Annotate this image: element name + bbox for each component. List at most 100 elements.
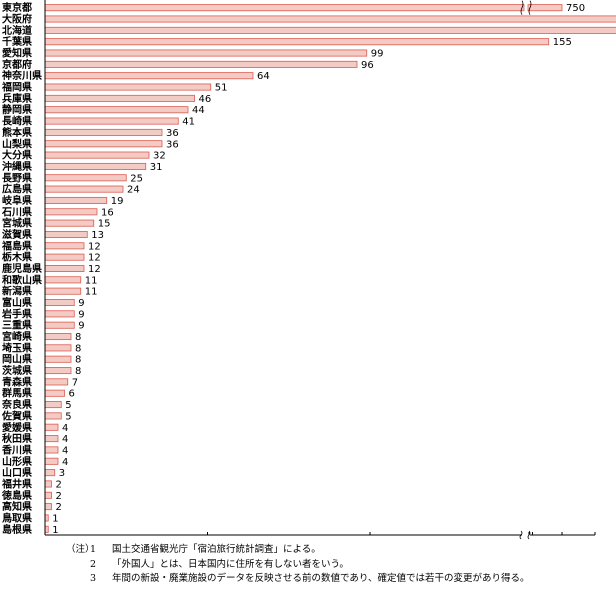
bar (44, 378, 69, 386)
category-label: 長崎県 (2, 115, 32, 128)
value-label: 2 (56, 491, 62, 502)
bar (44, 242, 85, 250)
notes: （注）1 国土交通省観光庁「宿泊旅行統計調査」による。 2 「外国人」とは、日本国内… (66, 543, 611, 587)
bar (44, 174, 127, 182)
value-label: 4 (62, 445, 68, 456)
category-label: 群馬県 (2, 387, 32, 400)
bar (44, 15, 616, 23)
value-label: 12 (88, 241, 101, 252)
value-label: 51 (215, 83, 228, 94)
bar (44, 401, 62, 409)
category-label: 愛知県 (2, 47, 32, 60)
category-label: 茨城県 (2, 364, 32, 377)
note-text: 「外国人」とは、日本国内に住所を有しない者をいう。 (112, 558, 349, 570)
bar (44, 287, 82, 295)
category-label: 北海道 (2, 24, 32, 37)
value-label: 31 (150, 162, 163, 173)
category-label: 兵庫県 (2, 92, 32, 105)
value-label: 4 (62, 457, 68, 468)
value-label: 4 (62, 423, 68, 434)
bar (44, 106, 189, 114)
note-row: （注）1 国土交通省観光庁「宿泊旅行統計調査」による。 (66, 543, 611, 558)
category-label: 広島県 (2, 183, 32, 196)
category-label: 大阪府 (2, 13, 32, 26)
x-tick-label: 750 (553, 539, 571, 540)
value-label: 96 (361, 60, 374, 71)
note-number: 3 (90, 573, 97, 584)
chart: 東京都750大阪府256北海道213千葉県155愛知県99京都府96神奈川県64… (1, 0, 616, 540)
bar (44, 253, 85, 261)
value-label: 1 (52, 513, 58, 524)
bar (44, 49, 368, 57)
value-label: 7 (72, 377, 78, 388)
value-label: 19 (111, 196, 124, 207)
bar (44, 344, 72, 352)
category-label: 新潟県 (2, 285, 32, 298)
bar (44, 480, 52, 488)
bar (44, 4, 525, 12)
bar (44, 276, 82, 284)
bar (44, 140, 163, 148)
note-row: 3 年間の新設・廃業施設のデータを反映させる前の数値であり、確定値では若干の変更が… (66, 572, 611, 587)
category-label: 秋田県 (2, 432, 32, 445)
category-label: 熊本県 (2, 126, 32, 139)
category-label: 愛媛県 (2, 421, 32, 434)
category-label: 沖縄県 (2, 160, 32, 173)
category-label: 埼玉県 (2, 341, 32, 354)
value-label: 12 (88, 253, 101, 264)
x-tick-label: 50 (201, 539, 213, 540)
x-tick-label: 150 (523, 539, 541, 540)
bar (44, 83, 212, 91)
axis-break-mark (520, 0, 532, 15)
value-label: 5 (65, 400, 71, 411)
bar (44, 333, 72, 341)
value-label: 16 (101, 207, 114, 218)
note-text: 年間の新設・廃業施設のデータを反映させる前の数値であり、確定値では若干の変更があ… (112, 573, 530, 584)
value-label: 2 (56, 479, 62, 490)
category-label: 石川県 (1, 205, 32, 218)
category-label: 岡山県 (2, 353, 32, 366)
category-label: 和歌山県 (1, 273, 42, 286)
bar (44, 367, 72, 375)
value-label: 99 (371, 49, 384, 60)
category-label: 福井県 (1, 477, 32, 490)
category-label: 宮崎県 (2, 330, 32, 343)
note-text: 国土交通省観光庁「宿泊旅行統計調査」による。 (112, 544, 321, 555)
bar (44, 491, 52, 499)
category-label: 鳥取県 (2, 511, 32, 524)
bar (44, 128, 163, 136)
x-tick-label: 100 (361, 539, 379, 540)
bar (527, 4, 563, 12)
category-label: 滋賀県 (2, 228, 32, 241)
category-label: 東京都 (2, 1, 32, 14)
value-label: 6 (69, 389, 75, 400)
value-label: 36 (166, 139, 179, 150)
value-label: 750 (566, 3, 585, 14)
value-label: 13 (91, 230, 104, 241)
value-label: 46 (199, 94, 212, 105)
value-label: 11 (85, 275, 98, 286)
x-axis: 050100150200250700750800（万人泊） (42, 0, 604, 540)
value-label: 44 (192, 105, 205, 116)
bar (44, 389, 65, 397)
value-label: 9 (78, 309, 84, 320)
value-label: 41 (182, 117, 195, 128)
note-prefix: （注） (66, 544, 95, 555)
bar (44, 423, 59, 431)
bar (44, 196, 108, 204)
bar (44, 435, 59, 443)
value-label: 64 (257, 71, 270, 82)
category-label: 佐賀県 (1, 409, 32, 422)
category-label: 三重県 (2, 319, 32, 332)
value-label: 155 (553, 37, 572, 48)
category-label: 千葉県 (2, 35, 32, 48)
bar (44, 185, 124, 193)
category-label: 山形県 (2, 455, 32, 468)
value-label: 9 (78, 298, 84, 309)
value-label: 4 (62, 434, 68, 445)
category-label: 岩手県 (1, 307, 32, 320)
category-label: 青森県 (2, 375, 32, 388)
category-label: 岐阜県 (2, 194, 32, 207)
bar (44, 355, 72, 363)
bar (44, 299, 75, 307)
